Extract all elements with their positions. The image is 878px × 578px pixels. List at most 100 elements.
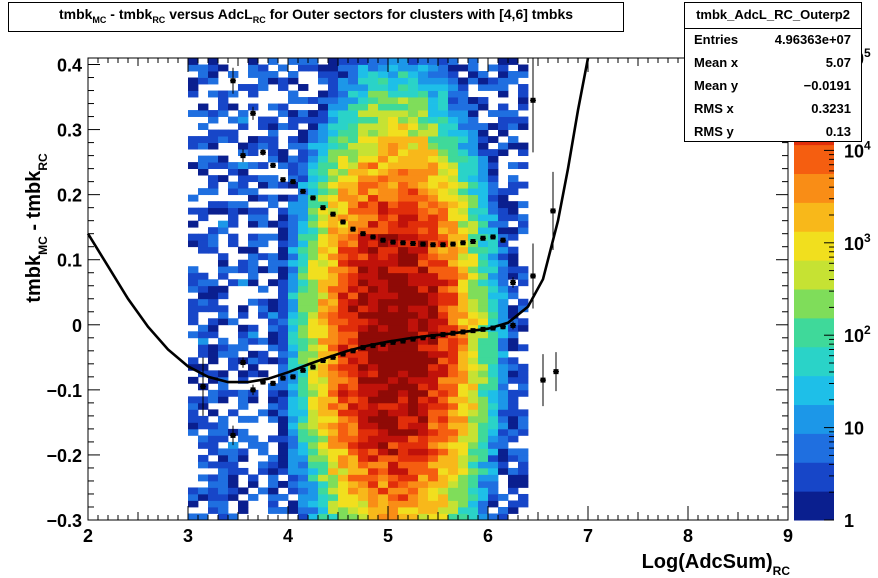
heatmap-cell	[388, 168, 399, 176]
heatmap-cell	[448, 64, 459, 72]
heatmap-cell	[508, 272, 519, 280]
heatmap-cell	[468, 266, 479, 274]
heatmap-cell	[368, 402, 379, 410]
heatmap-cell	[378, 181, 389, 189]
heatmap-cell	[348, 480, 359, 488]
heatmap-cell	[278, 220, 289, 228]
heatmap-cell	[508, 474, 519, 482]
heatmap-cell	[318, 487, 329, 495]
heatmap-cell	[438, 123, 449, 130]
heatmap-cell	[458, 324, 469, 332]
heatmap-cell	[508, 175, 519, 183]
heatmap-cell	[378, 487, 389, 495]
heatmap-cell	[328, 227, 339, 235]
heatmap-cell	[378, 376, 389, 384]
heatmap-cell	[338, 357, 349, 365]
heatmap-cell	[398, 389, 409, 397]
heatmap-cell	[398, 500, 409, 508]
heatmap-cell	[388, 272, 399, 280]
heatmap-cell	[318, 350, 329, 358]
heatmap-cell	[398, 233, 409, 241]
heatmap-cell	[228, 233, 239, 241]
profile-point	[400, 240, 406, 246]
heatmap-cell	[508, 181, 519, 189]
heatmap-cell	[478, 506, 489, 514]
heatmap-cell	[458, 97, 469, 104]
heatmap-cell	[408, 493, 419, 501]
heatmap-cell	[508, 402, 519, 410]
heatmap-cell	[388, 344, 399, 352]
heatmap-cell	[378, 207, 389, 215]
heatmap-cell	[208, 142, 219, 150]
heatmap-cell	[488, 383, 499, 391]
heatmap-cell	[388, 383, 399, 391]
heatmap-cell	[408, 415, 419, 423]
heatmap-cell	[488, 389, 499, 397]
heatmap-cell	[398, 513, 409, 521]
heatmap-cell	[308, 402, 319, 410]
heatmap-cell	[268, 467, 279, 475]
heatmap-cell	[388, 214, 399, 222]
profile-point	[450, 241, 456, 247]
heatmap-cell	[478, 344, 489, 352]
heatmap-cell	[408, 409, 419, 417]
heatmap-cell	[278, 292, 289, 300]
heatmap-cell	[218, 272, 229, 280]
heatmap-cell	[258, 337, 269, 345]
point-marker	[340, 351, 346, 357]
heatmap-cell	[468, 194, 479, 202]
heatmap-cell	[428, 500, 439, 508]
heatmap-cell	[238, 162, 249, 170]
heatmap-cell	[258, 233, 269, 241]
profile-point	[290, 374, 296, 380]
heatmap-cell	[448, 142, 459, 150]
heatmap-cell	[378, 305, 389, 313]
heatmap-cell	[408, 142, 419, 150]
heatmap-cell	[428, 201, 439, 209]
heatmap-cell	[488, 467, 499, 475]
heatmap-cell	[278, 64, 289, 72]
heatmap-cell	[458, 175, 469, 183]
heatmap-cell	[388, 298, 399, 306]
heatmap-cell	[278, 311, 289, 319]
heatmap-cell	[398, 142, 409, 150]
heatmap-cell	[348, 344, 359, 352]
profile-point	[500, 237, 506, 243]
heatmap-cell	[358, 474, 369, 482]
heatmap-cell	[348, 324, 359, 332]
heatmap-cell	[318, 305, 329, 313]
heatmap-cell	[338, 454, 349, 462]
heatmap-cell	[428, 71, 439, 78]
heatmap-cell	[398, 474, 409, 482]
profile-point	[300, 367, 306, 373]
heatmap-cell	[368, 500, 379, 508]
heatmap-cell	[358, 487, 369, 495]
heatmap-cell	[238, 448, 249, 456]
heatmap-cell	[348, 409, 359, 417]
heatmap-cell	[268, 454, 279, 462]
heatmap-cell	[518, 214, 529, 222]
heatmap-cell	[298, 337, 309, 345]
heatmap-cell	[198, 279, 209, 287]
heatmap-cell	[388, 324, 399, 332]
heatmap-cell	[208, 90, 219, 98]
heatmap-cell	[388, 285, 399, 293]
heatmap-cell	[338, 292, 349, 300]
heatmap-cell	[348, 285, 359, 293]
heatmap-cell	[488, 292, 499, 300]
heatmap-cell	[488, 298, 499, 306]
heatmap-cell	[288, 168, 299, 176]
heatmap-cell	[228, 201, 239, 209]
heatmap-cell	[378, 474, 389, 482]
point-marker	[350, 226, 356, 232]
heatmap-cell	[408, 370, 419, 378]
heatmap-cell	[478, 513, 489, 521]
heatmap-cell	[478, 409, 489, 417]
heatmap-cell	[358, 350, 369, 358]
heatmap-cell	[248, 84, 259, 91]
heatmap-cell	[318, 142, 329, 150]
heatmap-cell	[298, 305, 309, 313]
heatmap-cell	[348, 233, 359, 241]
heatmap-cell	[518, 480, 529, 488]
stats-separator	[685, 28, 861, 29]
